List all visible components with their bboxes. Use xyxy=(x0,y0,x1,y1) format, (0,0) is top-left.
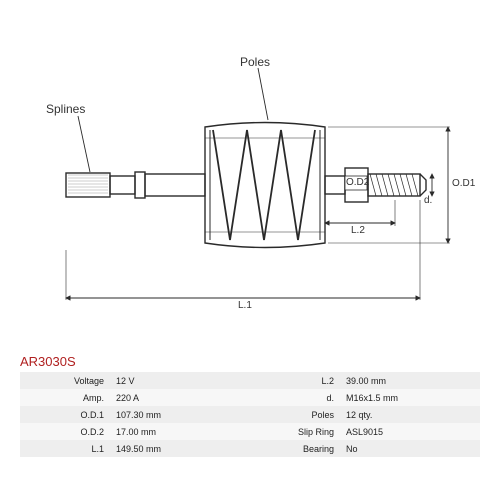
l2-label: L.2 xyxy=(351,225,365,236)
spec-key: Voltage xyxy=(20,372,110,389)
od2-label: O.D2 xyxy=(346,177,369,188)
od1-label: O.D1 xyxy=(452,178,475,189)
spec-value: 39.00 mm xyxy=(340,372,480,389)
poles-label: Poles xyxy=(240,55,270,69)
table-row: O.D.1107.30 mmPoles12 qty. xyxy=(20,406,480,423)
spec-value: 107.30 mm xyxy=(110,406,250,423)
spec-value: 12 qty. xyxy=(340,406,480,423)
spec-value: 12 V xyxy=(110,372,250,389)
d-label: d. xyxy=(424,195,432,206)
spec-key: Slip Ring xyxy=(250,423,340,440)
table-row: Voltage12 VL.239.00 mm xyxy=(20,372,480,389)
spec-key: Bearing xyxy=(250,440,340,457)
spec-key: d. xyxy=(250,389,340,406)
spec-value: M16x1.5 mm xyxy=(340,389,480,406)
spec-key: Amp. xyxy=(20,389,110,406)
spec-key: O.D.1 xyxy=(20,406,110,423)
spec-value: 220 A xyxy=(110,389,250,406)
table-row: O.D.217.00 mmSlip RingASL9015 xyxy=(20,423,480,440)
l1-label: L.1 xyxy=(238,300,252,311)
spec-value: 17.00 mm xyxy=(110,423,250,440)
technical-diagram: Splines Poles O.D2 L.2 d. O.D1 L.1 xyxy=(0,0,500,350)
spec-key: O.D.2 xyxy=(20,423,110,440)
spec-value: No xyxy=(340,440,480,457)
spec-key: L.1 xyxy=(20,440,110,457)
splines-label: Splines xyxy=(46,102,85,116)
spec-value: 149.50 mm xyxy=(110,440,250,457)
spec-table: Voltage12 VL.239.00 mmAmp.220 Ad.M16x1.5… xyxy=(20,372,480,457)
spec-value: ASL9015 xyxy=(340,423,480,440)
spec-key: L.2 xyxy=(250,372,340,389)
part-number: AR3030S xyxy=(20,354,76,369)
spec-key: Poles xyxy=(250,406,340,423)
table-row: L.1149.50 mmBearingNo xyxy=(20,440,480,457)
table-row: Amp.220 Ad.M16x1.5 mm xyxy=(20,389,480,406)
